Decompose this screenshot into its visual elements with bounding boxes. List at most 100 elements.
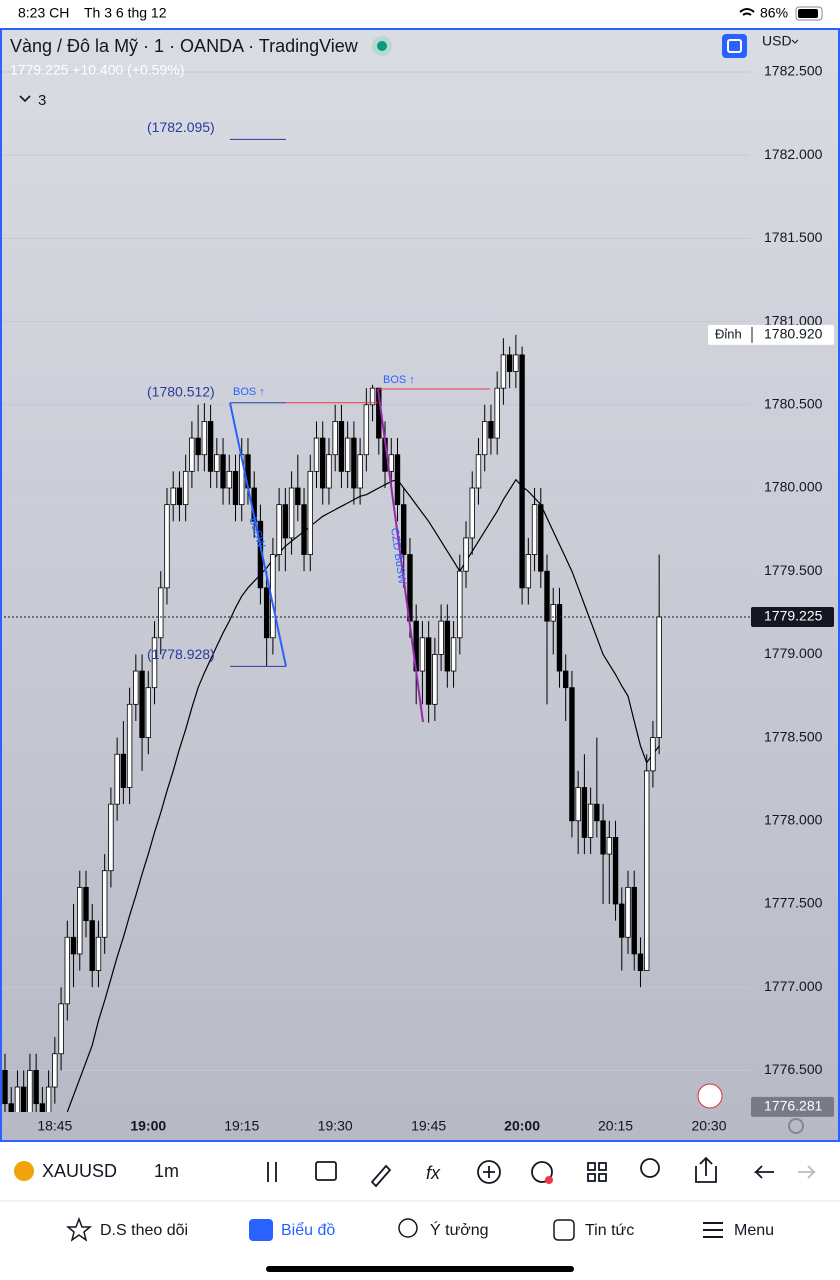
candle-body-up: [151, 637, 158, 689]
y-tick-label: 1778.500: [764, 728, 823, 744]
y-tick-label: 1777.000: [764, 978, 823, 994]
candle-body-up: [550, 604, 556, 622]
toolbar-interval[interactable]: 1m: [154, 1161, 179, 1181]
home-indicator: [266, 1266, 574, 1272]
candle-body-down: [120, 753, 127, 788]
event-flag[interactable]: [697, 1083, 723, 1109]
candle-body-up: [158, 587, 164, 639]
y-tick-label: 1779.000: [764, 645, 823, 661]
candle-body-up: [606, 837, 613, 855]
last-price-label: 1779.225: [764, 608, 823, 624]
candle-body-up: [45, 1086, 52, 1112]
nav-item[interactable]: Tin tức: [585, 1222, 634, 1239]
candle-body-up: [475, 454, 482, 489]
candle-body-up: [14, 1086, 21, 1112]
candle-body-up: [494, 387, 500, 439]
status-time: 8:23 CH: [18, 5, 69, 21]
indicator-count[interactable]: 3: [38, 92, 46, 109]
candle-body-up: [344, 437, 351, 472]
plot-area: [2, 71, 750, 1112]
candle-body-up: [101, 870, 108, 938]
market-status-dot: [377, 41, 387, 51]
candle-body-up: [145, 687, 151, 738]
candle-body-down: [506, 354, 513, 372]
add-icon[interactable]: [477, 1160, 501, 1184]
candle-body-down: [581, 787, 588, 838]
busw-line: [229, 402, 287, 667]
candle-body-up: [419, 637, 426, 672]
candle-type-icon[interactable]: [267, 1162, 277, 1182]
candle-body-down: [263, 587, 270, 639]
currency[interactable]: USD: [762, 33, 792, 49]
candle-body-up: [201, 421, 208, 456]
nav-menu-icon: [703, 1222, 723, 1238]
y-tick-label: 1781.500: [764, 229, 823, 245]
candle-body-down: [519, 354, 525, 589]
settings-icon[interactable]: [788, 1118, 804, 1134]
candle-body-down: [351, 437, 357, 489]
alert-icon[interactable]: [531, 1161, 553, 1183]
nav-item[interactable]: Ý tưởng: [430, 1220, 489, 1239]
candle-body-up: [108, 803, 114, 872]
candle-body-down: [631, 886, 637, 955]
x-tick-label: 19:15: [224, 1118, 259, 1134]
candle-body-up: [170, 487, 176, 506]
candle-body-up: [126, 703, 133, 788]
candle-body-up: [326, 454, 332, 489]
nav-item[interactable]: D.S theo dõi: [100, 1222, 188, 1239]
candle-body-up: [64, 936, 70, 1005]
undo-icon[interactable]: [753, 1165, 774, 1179]
candle-body-up: [52, 1053, 58, 1088]
candle-body-up: [332, 421, 338, 456]
nav-item[interactable]: Menu: [734, 1222, 774, 1239]
indicator-icon[interactable]: fx: [426, 1163, 441, 1183]
candle-body-up: [625, 886, 631, 938]
candle-body-up: [650, 737, 656, 772]
candle-body-down: [544, 570, 550, 622]
candle-body-up: [469, 487, 475, 539]
share-icon[interactable]: [695, 1156, 717, 1183]
redo-icon[interactable]: [798, 1165, 817, 1179]
candle-body-up: [77, 886, 83, 955]
high-marker-name: Đỉnh: [715, 326, 742, 341]
nav-chart-icon: [249, 1219, 273, 1241]
draw-icon[interactable]: [370, 1164, 392, 1188]
candle-body-up: [656, 616, 662, 739]
compare-icon[interactable]: [315, 1161, 337, 1181]
candle-body-up: [164, 504, 170, 589]
candle-body-up: [133, 670, 139, 705]
nav-news-icon: [553, 1219, 575, 1241]
y-tick-label: 1780.000: [764, 479, 823, 495]
annotation: BOS ↑: [383, 374, 415, 386]
high-marker-label: 1780.920: [764, 326, 823, 342]
candle-body-down: [612, 837, 619, 905]
candle-body-up: [513, 354, 519, 372]
toolbar-symbol[interactable]: XAUUSD: [42, 1161, 117, 1181]
candle-body-up: [307, 470, 313, 555]
y-tick-label: 1781.000: [764, 312, 823, 328]
low-marker-box: [751, 1096, 834, 1117]
layout-grid-icon[interactable]: [587, 1162, 596, 1171]
candle-body-down: [282, 504, 289, 539]
level-label: (1780.512): [147, 384, 215, 400]
battery-fill: [798, 9, 818, 18]
layout-button[interactable]: [722, 34, 747, 58]
x-tick-label: 20:00: [504, 1118, 540, 1134]
nav-item-active[interactable]: Biểu đồ: [281, 1221, 335, 1239]
candle-body-up: [288, 487, 295, 539]
collapse-icon[interactable]: [19, 95, 31, 103]
candle-body-down: [220, 454, 226, 489]
y-tick-label: 1776.500: [764, 1061, 823, 1077]
overlay: 1776.500 1777.000 1777.500 1778.000 1778.500…: [37, 63, 834, 1134]
x-tick-label: 18:45: [37, 1118, 72, 1134]
candle-body-up: [313, 437, 320, 472]
candle-body-up: [226, 470, 232, 489]
ideas-icon[interactable]: [640, 1158, 660, 1178]
alert-badge: [545, 1176, 553, 1184]
y-tick-label: 1779.500: [764, 562, 823, 578]
candle-body-down: [320, 437, 326, 489]
add-plus: [483, 1166, 495, 1178]
y-tick-label: 1780.500: [764, 396, 823, 412]
